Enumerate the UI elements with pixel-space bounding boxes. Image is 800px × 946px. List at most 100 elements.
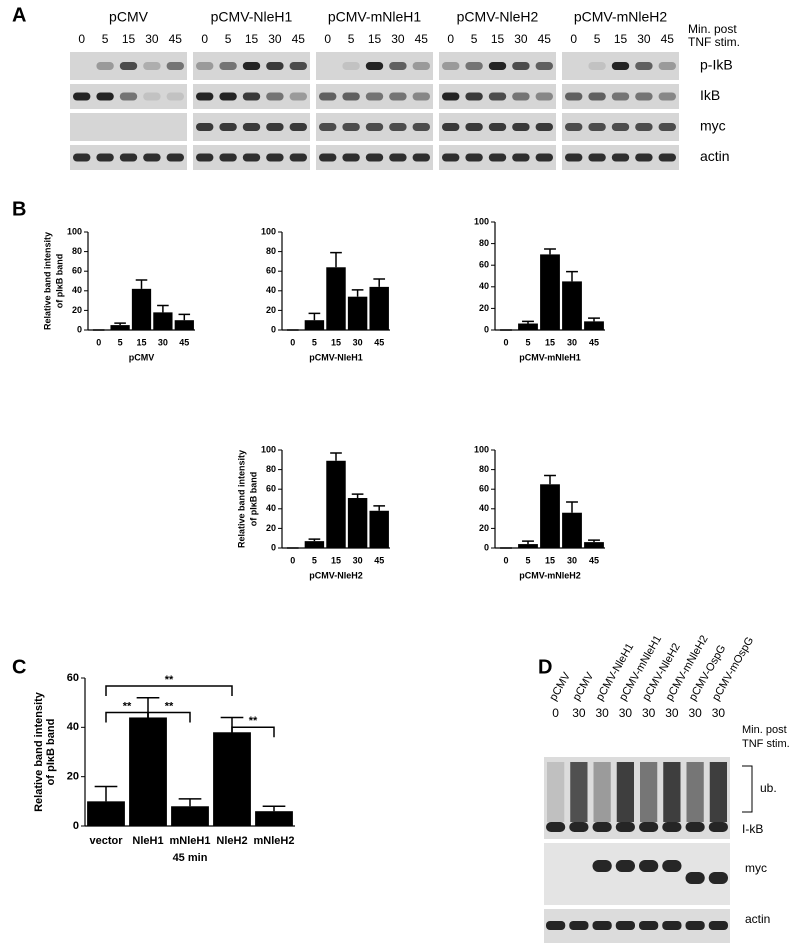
band — [565, 92, 583, 101]
band — [512, 62, 530, 70]
time-label: 5 — [348, 32, 355, 46]
time-label: 45 — [415, 32, 429, 46]
y-tick-label: 20 — [266, 305, 276, 315]
x-axis-label: pCMV-mNleH2 — [519, 570, 581, 580]
bar — [518, 323, 538, 330]
band — [166, 92, 184, 101]
significance-label: ** — [123, 700, 132, 712]
band — [342, 62, 360, 70]
band — [365, 123, 384, 131]
x-tick-label: 30 — [353, 555, 363, 565]
time-label: 15 — [245, 32, 259, 46]
band — [266, 153, 284, 162]
band — [319, 153, 337, 162]
error-bar — [178, 798, 202, 807]
band — [662, 822, 682, 832]
band — [289, 123, 307, 131]
time-label: 30 — [391, 32, 405, 46]
error-bar — [262, 805, 286, 812]
x-tick-label: mNleH1 — [170, 835, 211, 847]
bar — [174, 320, 194, 330]
bar — [562, 512, 582, 548]
significance-label: ** — [165, 700, 174, 712]
x-axis-label: pCMV-NleH1 — [309, 352, 363, 362]
y-axis-label: of pIκB band — [54, 254, 64, 309]
band — [166, 62, 184, 70]
band — [319, 92, 337, 101]
x-tick-label: 30 — [353, 337, 363, 347]
x-tick-label: 45 — [589, 555, 599, 565]
smear — [616, 762, 634, 822]
band — [635, 62, 653, 70]
time-label: 30 — [712, 706, 726, 720]
error-bar — [544, 248, 556, 255]
time-label: 30 — [619, 706, 633, 720]
panel-label: B — [12, 198, 26, 220]
time-label: 15 — [491, 32, 505, 46]
y-axis-label: Relative band intensity — [33, 691, 45, 812]
band — [708, 822, 728, 832]
y-tick-label: 20 — [479, 303, 489, 313]
band — [96, 92, 114, 101]
band — [569, 921, 589, 930]
x-tick-label: vector — [89, 835, 123, 847]
band — [389, 123, 407, 131]
bar — [255, 811, 293, 826]
error-bar — [178, 313, 191, 321]
band — [512, 153, 530, 162]
x-tick-label: 5 — [525, 555, 530, 565]
construct-label: pCMV-NleH1 — [211, 9, 293, 25]
band — [465, 153, 483, 162]
error-bar — [588, 539, 600, 543]
y-axis-label: Relative band intensity — [42, 232, 52, 330]
band — [685, 872, 705, 884]
time-label: 15 — [614, 32, 628, 46]
time-header: TNF stim. — [742, 738, 790, 750]
x-tick-label: 5 — [312, 555, 317, 565]
y-tick-label: 100 — [474, 216, 489, 226]
y-tick-label: 20 — [67, 771, 79, 783]
band — [611, 153, 630, 162]
band — [96, 153, 114, 162]
band — [639, 822, 659, 832]
time-label: 0 — [552, 706, 559, 720]
band — [442, 62, 460, 70]
band — [488, 123, 507, 131]
y-tick-label: 40 — [479, 281, 489, 291]
time-header: Min. post — [688, 22, 737, 36]
bar — [518, 544, 538, 548]
x-tick-label: 0 — [96, 337, 101, 347]
band — [242, 153, 261, 162]
x-tick-label: 45 — [374, 555, 384, 565]
bar — [562, 281, 582, 330]
y-tick-label: 60 — [479, 260, 489, 270]
x-tick-label: 0 — [503, 337, 508, 347]
band — [412, 153, 430, 162]
x-tick-label: 15 — [331, 337, 341, 347]
construct-label: pCMV-mNleH2 — [574, 9, 668, 25]
error-bar — [351, 493, 364, 499]
significance-label: ** — [249, 715, 258, 727]
y-tick-label: 100 — [474, 444, 489, 454]
time-label: 5 — [225, 32, 232, 46]
construct-label: pCMV-mNleH1 — [328, 9, 422, 25]
band — [512, 92, 530, 101]
time-label: 45 — [169, 32, 183, 46]
y-tick-label: 0 — [73, 820, 79, 832]
x-tick-label: 0 — [503, 555, 508, 565]
band — [342, 153, 360, 162]
band — [635, 123, 653, 131]
bar — [584, 542, 604, 548]
band — [289, 62, 307, 70]
panel-label: A — [12, 4, 26, 26]
band — [662, 860, 682, 872]
time-label: 30 — [665, 706, 679, 720]
band — [289, 92, 307, 101]
y-axis-label: Relative band intensity — [236, 450, 246, 548]
band — [389, 92, 407, 101]
time-label: 30 — [637, 32, 651, 46]
error-bar — [330, 251, 342, 268]
row-label: myc — [700, 118, 726, 134]
time-label: 0 — [447, 32, 454, 46]
